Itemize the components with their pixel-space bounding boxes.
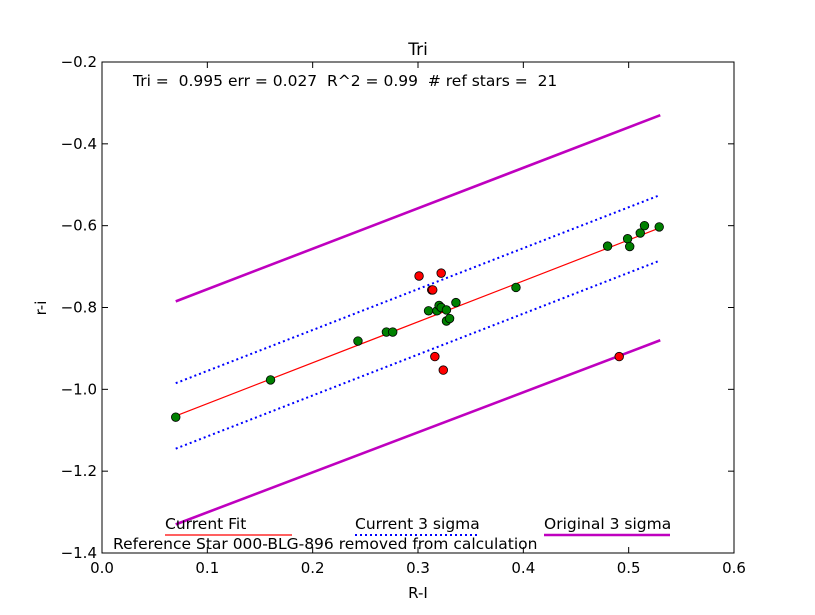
x-tick-label-0: 0.0 [90,559,114,577]
x-tick-label-1: 0.1 [195,559,219,577]
series-line-original-3-sigma-upper [175,113,661,303]
series-line-current-fit [175,227,661,417]
data-point-11 [444,313,455,324]
y-tick-label-6: −0.2 [61,53,97,71]
rejected-point-5 [438,365,448,375]
x-tick-label-5: 0.5 [617,559,641,577]
fit-annotation: Tri = 0.995 err = 0.027 R^2 = 0.99 # ref… [132,72,557,90]
data-point-0 [171,412,181,422]
legend-label-original-sigma: Original 3 sigma [544,515,671,533]
rejected-point-2 [428,285,438,295]
points-layer [171,220,664,422]
x-tick-label-2: 0.2 [301,559,325,577]
data-point-10 [441,305,452,315]
legend-label-current-fit: Current Fit [165,515,246,533]
data-point-13 [511,282,521,293]
rejected-point-0 [414,271,424,281]
data-point-16 [625,241,635,252]
series-line-current-3-sigma-lower [175,259,661,450]
y-axis-label: r-i [32,301,50,316]
ticks-layer: 0.0 0.1 0.2 0.3 0.4 0.5 0.6 −1.4 −1.2 −1.0 −0.8 −0.… [61,53,746,577]
y-tick-label-5: −0.4 [61,135,97,153]
plot-area [102,62,734,553]
data-point-1 [265,375,276,385]
rejected-point-3 [430,351,440,362]
data-point-4 [388,327,398,337]
data-point-19 [654,222,664,232]
data-point-18 [639,220,650,231]
legend: Current Fit Current 3 sigma Original 3 s… [165,515,671,537]
data-point-17 [635,228,645,238]
data-point-14 [602,241,613,251]
legend-label-current-sigma: Current 3 sigma [355,515,480,533]
x-tick-label-6: 0.6 [722,559,746,577]
rejected-point-6 [614,351,624,362]
data-point-2 [353,336,363,346]
y-tick-label-2: −1.0 [61,380,97,398]
footnote: Reference Star 000-BLG-896 removed from … [113,535,538,553]
y-tick-label-3: −0.8 [61,299,97,317]
series-line-original-3-sigma-lower [175,339,661,526]
series-line-current-3-sigma-upper [175,194,661,385]
x-axis-label: R-I [408,584,428,602]
data-point-12 [451,297,461,308]
data-point-15 [622,234,633,244]
x-tick-label-4: 0.4 [511,559,535,577]
x-tick-label-3: 0.3 [406,559,430,577]
rejected-point-4 [436,268,446,278]
y-tick-label-1: −1.2 [61,462,97,480]
y-tick-label-4: −0.6 [61,217,97,235]
chart-title: Tri [407,40,428,60]
y-tick-label-0: −1.4 [61,544,97,562]
data-point-5 [423,306,434,316]
series-layer [175,113,661,526]
